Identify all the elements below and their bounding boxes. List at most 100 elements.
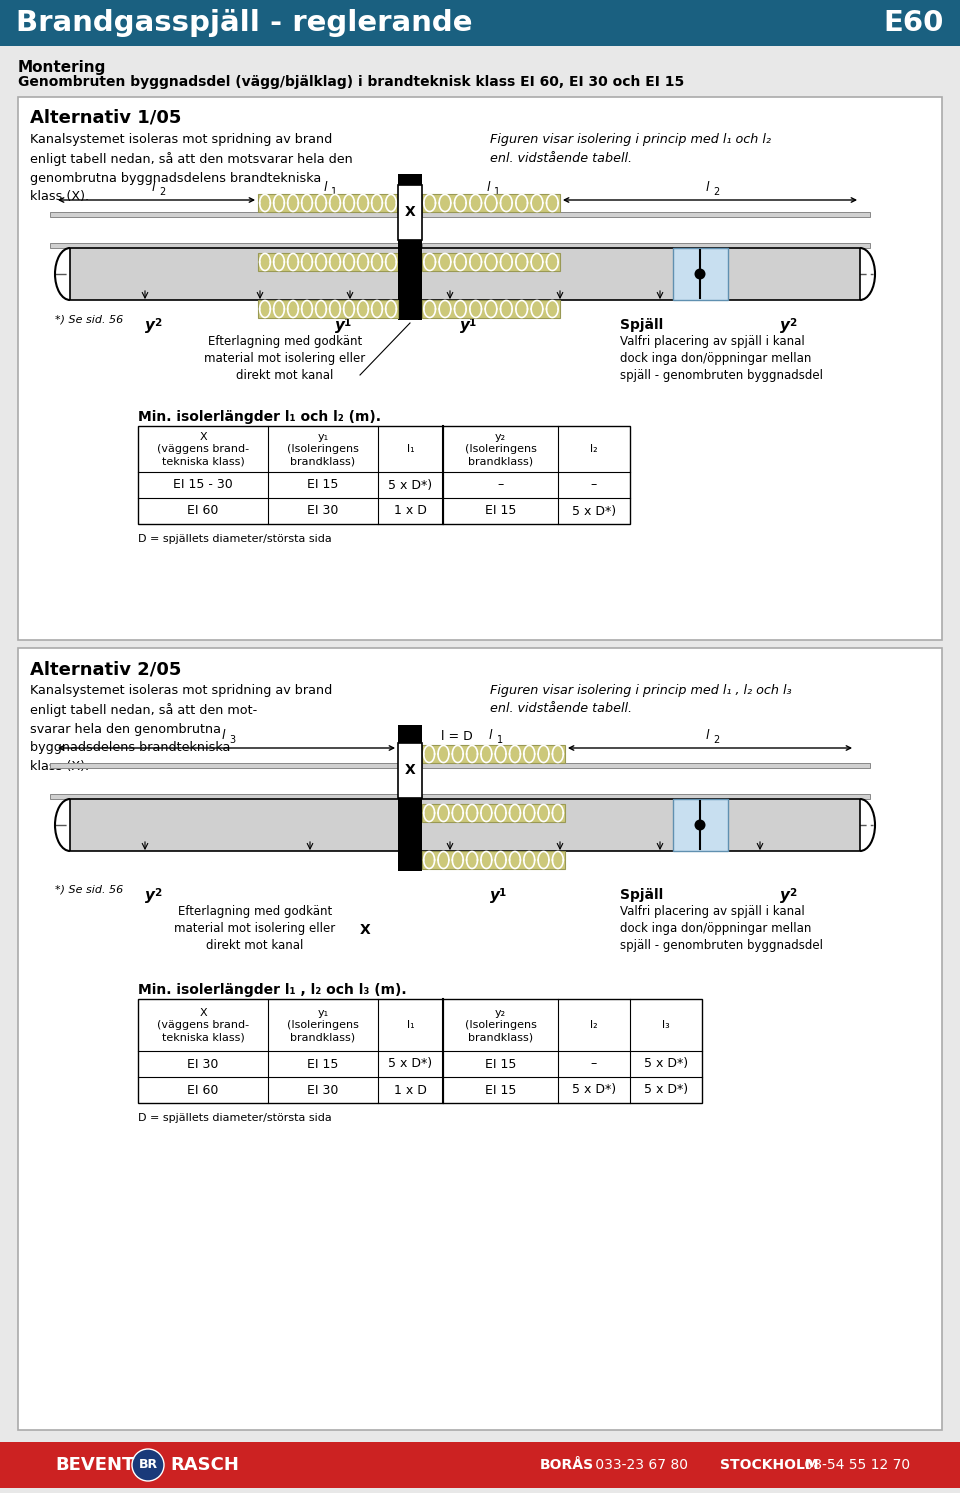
Text: D = spjällets diameter/största sida: D = spjällets diameter/största sida (138, 534, 332, 543)
Bar (50, 794, 398, 799)
Text: 2: 2 (713, 735, 719, 745)
Text: 1: 1 (469, 318, 476, 328)
Bar (258, 194, 398, 212)
Bar (0, 1442, 960, 1489)
Bar (398, 175, 422, 320)
Text: D = spjällets diameter/största sida: D = spjällets diameter/största sida (138, 1112, 332, 1123)
Text: Min. isolerlängder l₁ , l₂ och l₃ (m).: Min. isolerlängder l₁ , l₂ och l₃ (m). (138, 982, 407, 997)
Bar (398, 185, 422, 240)
Bar (422, 243, 870, 248)
Text: BEVENT: BEVENT (55, 1456, 134, 1474)
Text: Alternativ 2/05: Alternativ 2/05 (30, 660, 181, 678)
Bar (258, 252, 398, 272)
Bar (398, 744, 422, 797)
Text: Montering: Montering (18, 60, 107, 75)
Bar (50, 243, 398, 248)
Text: 5 x D*): 5 x D*) (572, 1084, 616, 1096)
Bar (422, 851, 565, 869)
Text: EI 15: EI 15 (307, 478, 339, 491)
Text: y: y (335, 318, 345, 333)
Text: Spjäll: Spjäll (620, 888, 663, 902)
Bar (138, 999, 702, 1103)
Text: –: – (497, 478, 504, 491)
Text: EI 30: EI 30 (307, 505, 339, 518)
Text: 1: 1 (499, 888, 506, 897)
Text: l: l (706, 729, 708, 742)
Text: 08-54 55 12 70: 08-54 55 12 70 (800, 1459, 910, 1472)
Text: –: – (590, 478, 597, 491)
Bar (422, 763, 870, 767)
Text: 1: 1 (331, 187, 337, 197)
Text: BORÅS: BORÅS (540, 1459, 594, 1472)
Text: 8: 8 (14, 1475, 24, 1490)
Text: X
(väggens brand-
tekniska klass): X (väggens brand- tekniska klass) (156, 431, 249, 466)
Text: X: X (404, 205, 416, 219)
Bar (422, 745, 565, 763)
Text: y: y (145, 318, 155, 333)
Text: 2: 2 (154, 888, 161, 897)
Text: l: l (489, 729, 492, 742)
Text: 2: 2 (789, 888, 796, 897)
Text: Efterlagning med godkänt
material mot isolering eller
direkt mot kanal: Efterlagning med godkänt material mot is… (204, 334, 366, 382)
Text: 2: 2 (713, 187, 719, 197)
Text: X
(väggens brand-
tekniska klass): X (väggens brand- tekniska klass) (156, 1008, 249, 1042)
Text: y: y (145, 888, 155, 903)
Text: 2: 2 (154, 318, 161, 328)
Bar (258, 300, 398, 318)
Text: 3: 3 (229, 735, 235, 745)
Text: Alternativ 1/05: Alternativ 1/05 (30, 109, 181, 127)
Text: EI 60: EI 60 (187, 505, 219, 518)
Text: 5 x D*): 5 x D*) (389, 478, 433, 491)
Text: EI 30: EI 30 (307, 1084, 339, 1096)
Text: l: l (152, 181, 156, 194)
Bar (18, 97, 942, 640)
Bar (422, 300, 560, 318)
Bar (422, 805, 565, 823)
Text: y₂
(Isoleringens
brandklass): y₂ (Isoleringens brandklass) (465, 431, 537, 466)
Bar (422, 252, 560, 272)
Text: 5 x D*): 5 x D*) (389, 1057, 433, 1070)
Bar (422, 794, 870, 799)
Circle shape (694, 269, 706, 279)
Text: 1 x D: 1 x D (394, 505, 427, 518)
Text: l = D: l = D (442, 730, 473, 744)
Text: y₁
(Isoleringens
brandklass): y₁ (Isoleringens brandklass) (287, 431, 359, 466)
Text: Kanalsystemet isoleras mot spridning av brand
enligt tabell nedan, så att den mo: Kanalsystemet isoleras mot spridning av … (30, 684, 332, 772)
Text: Valfri placering av spjäll i kanal
dock inga don/öppningar mellan
spjäll - genom: Valfri placering av spjäll i kanal dock … (620, 905, 823, 953)
Text: 5 x D*): 5 x D*) (572, 505, 616, 518)
Text: Figuren visar isolering i princip med l₁ , l₂ och l₃
enl. vidstående tabell.: Figuren visar isolering i princip med l₁… (490, 684, 792, 715)
Text: 1 x D: 1 x D (394, 1084, 427, 1096)
Bar (70, 799, 860, 851)
Text: EI 15: EI 15 (485, 1084, 516, 1096)
Text: 5 x D*): 5 x D*) (644, 1057, 688, 1070)
Text: l₁: l₁ (407, 443, 415, 454)
Bar (70, 248, 860, 300)
Text: Min. isolerlängder l₁ och l₂ (m).: Min. isolerlängder l₁ och l₂ (m). (138, 411, 381, 424)
Text: EI 60: EI 60 (187, 1084, 219, 1096)
Bar (422, 212, 870, 216)
Bar (138, 426, 630, 524)
Text: Figuren visar isolering i princip med l₁ och l₂
enl. vidstående tabell.: Figuren visar isolering i princip med l₁… (490, 133, 771, 164)
Text: y: y (780, 318, 790, 333)
Text: EI 15: EI 15 (485, 1057, 516, 1070)
Text: X: X (360, 923, 371, 938)
Text: 5 x D*): 5 x D*) (644, 1084, 688, 1096)
Text: l: l (706, 181, 708, 194)
Bar (18, 648, 942, 1430)
Text: y: y (490, 888, 500, 903)
Text: EI 15: EI 15 (485, 505, 516, 518)
Text: 1: 1 (496, 735, 503, 745)
Text: l: l (324, 181, 326, 194)
Text: STOCKHOLM: STOCKHOLM (720, 1459, 819, 1472)
Text: *) Se sid. 56: *) Se sid. 56 (55, 885, 123, 894)
Text: RASCH: RASCH (170, 1456, 239, 1474)
Text: EI 15: EI 15 (307, 1057, 339, 1070)
Circle shape (132, 1450, 164, 1481)
Text: l₂: l₂ (590, 443, 598, 454)
Text: E60: E60 (883, 9, 944, 37)
Bar (673, 799, 728, 851)
Text: Spjäll: Spjäll (620, 318, 663, 331)
Circle shape (694, 820, 706, 830)
Text: Valfri placering av spjäll i kanal
dock inga don/öppningar mellan
spjäll - genom: Valfri placering av spjäll i kanal dock … (620, 334, 823, 382)
Text: EI 15 - 30: EI 15 - 30 (173, 478, 233, 491)
